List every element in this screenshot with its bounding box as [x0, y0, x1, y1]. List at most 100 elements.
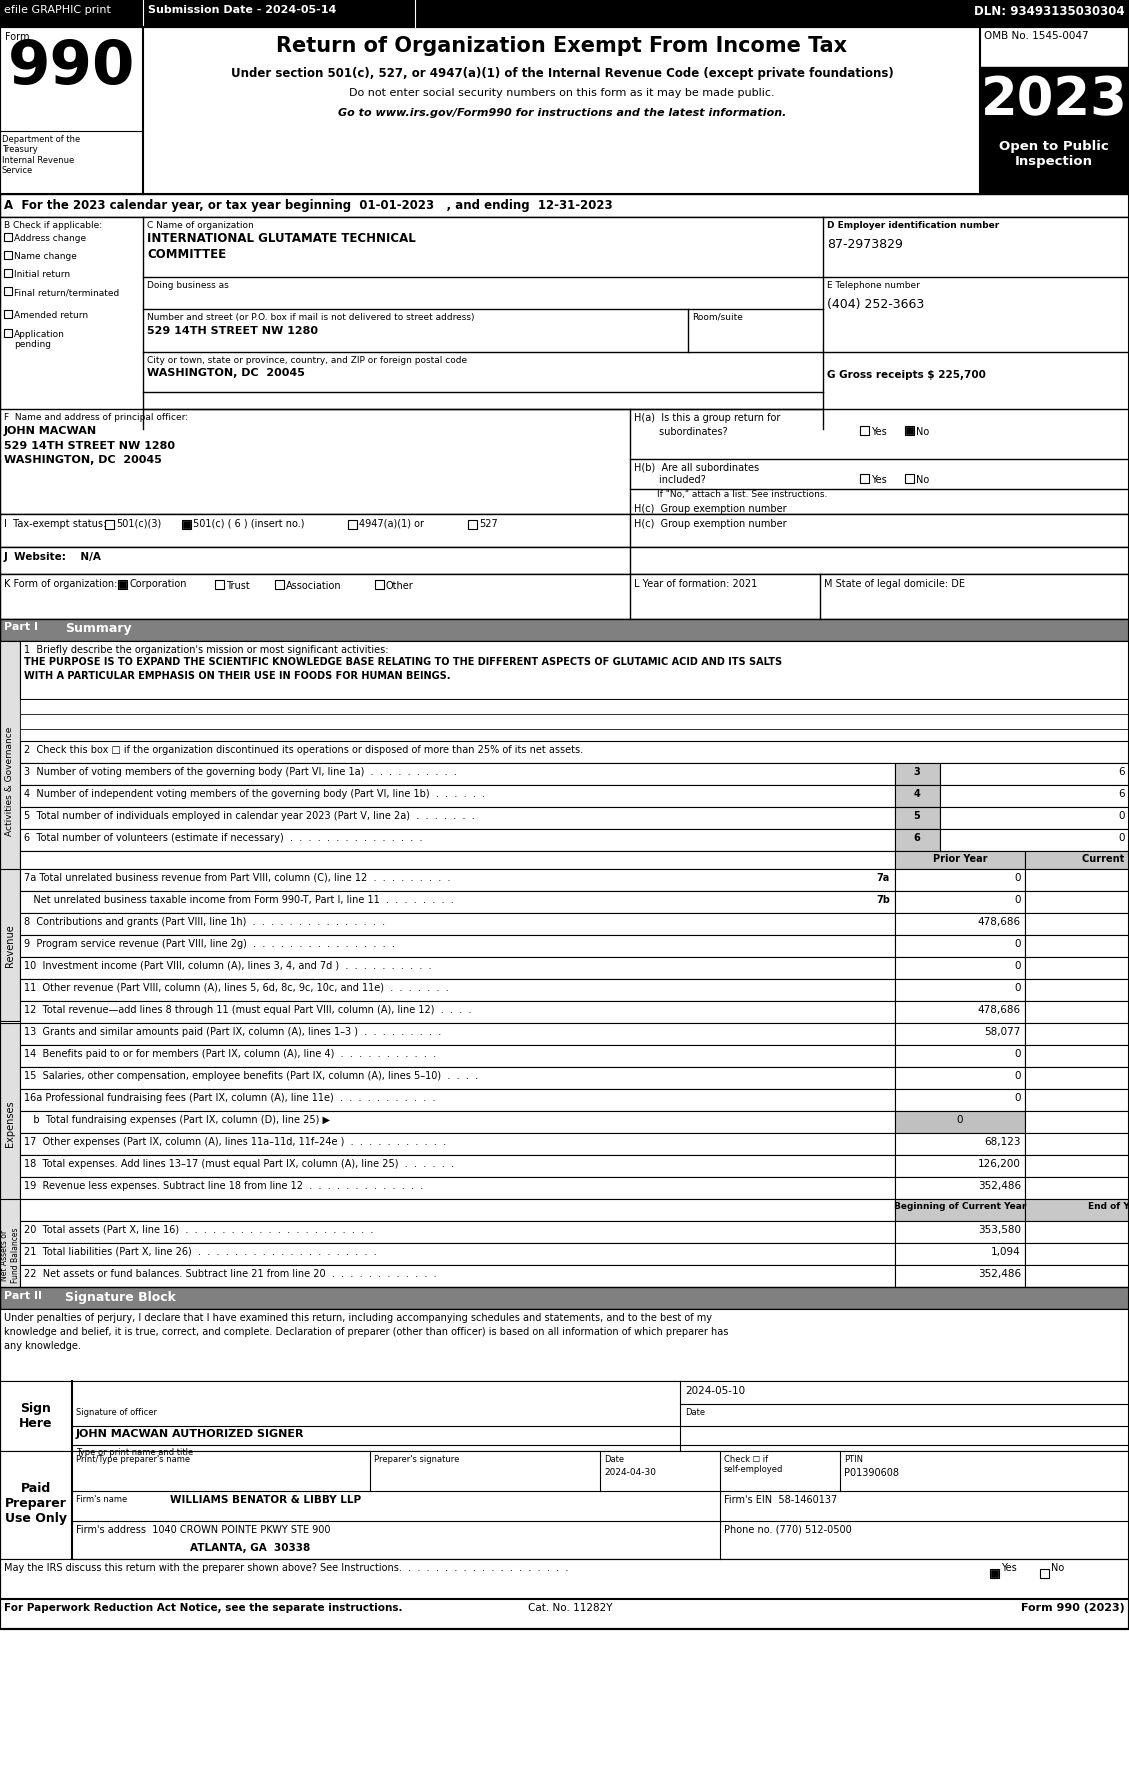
Text: 19  Revenue less expenses. Subtract line 18 from line 12  .  .  .  .  .  .  .  .: 19 Revenue less expenses. Subtract line … — [24, 1180, 423, 1190]
Text: 1,094: 1,094 — [991, 1246, 1021, 1256]
Text: 2  Check this box □ if the organization discontinued its operations or disposed : 2 Check this box □ if the organization d… — [24, 745, 583, 754]
Bar — [20, 1133, 895, 1155]
Text: 353,580: 353,580 — [978, 1224, 1021, 1235]
Bar — [1025, 936, 1129, 957]
Text: Signature of officer: Signature of officer — [76, 1408, 157, 1417]
Text: 7a: 7a — [877, 873, 890, 882]
Text: Go to www.irs.gov/Form990 for instructions and the latest information.: Go to www.irs.gov/Form990 for instructio… — [338, 109, 786, 118]
Bar — [20, 830, 895, 852]
Text: 5: 5 — [913, 811, 920, 820]
Bar — [183, 522, 190, 529]
Bar — [0, 870, 20, 1021]
Bar — [895, 891, 1025, 914]
Bar — [20, 700, 1129, 715]
Bar — [1025, 852, 1129, 870]
Text: Return of Organization Exempt From Income Tax: Return of Organization Exempt From Incom… — [277, 36, 848, 55]
Text: Summary: Summary — [65, 622, 132, 634]
Bar — [895, 830, 940, 852]
Bar — [1025, 1089, 1129, 1112]
Text: OMB No. 1545-0047: OMB No. 1545-0047 — [984, 30, 1088, 41]
Bar — [0, 29, 1129, 1629]
Bar — [20, 807, 895, 830]
Bar — [1025, 957, 1129, 980]
Text: 4: 4 — [913, 789, 920, 798]
Text: Form 990 (2023): Form 990 (2023) — [1022, 1602, 1124, 1613]
Text: WILLIAMS BENATOR & LIBBY LLP: WILLIAMS BENATOR & LIBBY LLP — [170, 1493, 361, 1504]
Bar — [20, 1001, 895, 1023]
Bar — [20, 1023, 895, 1046]
Bar — [895, 1089, 1025, 1112]
Bar — [1025, 1155, 1129, 1178]
Text: Firm's address  1040 CROWN POINTE PKWY STE 900: Firm's address 1040 CROWN POINTE PKWY ST… — [76, 1524, 331, 1534]
Text: H(a)  Is this a group return for: H(a) Is this a group return for — [634, 413, 780, 422]
Bar — [980, 132, 1129, 194]
Bar — [20, 729, 1129, 741]
Bar — [0, 410, 1129, 515]
Bar — [860, 426, 869, 437]
Bar — [0, 217, 1129, 429]
Text: Type or print name and title: Type or print name and title — [76, 1447, 193, 1456]
Text: 478,686: 478,686 — [978, 916, 1021, 927]
Bar — [0, 1310, 1129, 1381]
Bar — [895, 1199, 1025, 1221]
Text: Net Assets or
Fund Balances: Net Assets or Fund Balances — [0, 1226, 19, 1281]
Bar — [895, 1046, 1025, 1067]
Text: Activities & Governance: Activities & Governance — [6, 725, 15, 836]
Bar — [895, 807, 940, 830]
Text: 15  Salaries, other compensation, employee benefits (Part IX, column (A), lines : 15 Salaries, other compensation, employe… — [24, 1071, 478, 1080]
Bar — [20, 980, 895, 1001]
Text: Association: Association — [286, 581, 342, 590]
Text: 6: 6 — [1119, 766, 1124, 777]
Bar — [905, 426, 914, 437]
Text: Room/suite: Room/suite — [692, 314, 743, 323]
Bar — [895, 1001, 1025, 1023]
Text: PTIN: PTIN — [844, 1454, 863, 1463]
Text: DLN: 93493135030304: DLN: 93493135030304 — [974, 5, 1124, 18]
Text: Net unrelated business taxable income from Form 990-T, Part I, line 11  .  .  . : Net unrelated business taxable income fr… — [24, 895, 454, 905]
Text: H(c)  Group exemption number: H(c) Group exemption number — [634, 519, 787, 529]
Text: Preparer's signature: Preparer's signature — [374, 1454, 460, 1463]
Bar — [895, 763, 940, 786]
Text: May the IRS discuss this return with the preparer shown above? See Instructions.: May the IRS discuss this return with the… — [5, 1563, 568, 1572]
Bar — [0, 547, 1129, 574]
Text: b  Total fundraising expenses (Part IX, column (D), line 25) ▶: b Total fundraising expenses (Part IX, c… — [24, 1114, 330, 1124]
Bar — [940, 786, 1129, 807]
Text: 11  Other revenue (Part VIII, column (A), lines 5, 6d, 8c, 9c, 10c, and 11e)  . : 11 Other revenue (Part VIII, column (A),… — [24, 982, 448, 993]
Bar — [20, 1067, 895, 1089]
Bar — [1040, 1570, 1049, 1579]
Bar — [20, 1046, 895, 1067]
Bar — [895, 914, 1025, 936]
Bar — [20, 936, 895, 957]
Text: 0: 0 — [1119, 811, 1124, 820]
Text: Amended return: Amended return — [14, 310, 88, 319]
Bar — [20, 1221, 895, 1244]
Bar — [895, 870, 1025, 891]
Bar — [0, 1023, 20, 1222]
Bar — [895, 1133, 1025, 1155]
Bar — [1025, 1265, 1129, 1287]
Text: 6: 6 — [913, 832, 920, 843]
Text: 6: 6 — [1119, 789, 1124, 798]
Text: 527: 527 — [479, 519, 498, 529]
Text: If "No," attach a list. See instructions.: If "No," attach a list. See instructions… — [634, 490, 828, 499]
Text: Under penalties of perjury, I declare that I have examined this return, includin: Under penalties of perjury, I declare th… — [5, 1312, 712, 1322]
Bar — [1025, 870, 1129, 891]
Text: 16a Professional fundraising fees (Part IX, column (A), line 11e)  .  .  .  .  .: 16a Professional fundraising fees (Part … — [24, 1092, 436, 1103]
Text: 2023: 2023 — [981, 75, 1128, 127]
Bar — [895, 957, 1025, 980]
Text: JOHN MACWAN: JOHN MACWAN — [5, 426, 97, 437]
Text: included?: included? — [634, 474, 706, 485]
Text: City or town, state or province, country, and ZIP or foreign postal code: City or town, state or province, country… — [147, 356, 467, 365]
Text: 0: 0 — [1015, 960, 1021, 971]
Text: B Check if applicable:: B Check if applicable: — [5, 221, 102, 230]
Text: Under section 501(c), 527, or 4947(a)(1) of the Internal Revenue Code (except pr: Under section 501(c), 527, or 4947(a)(1)… — [230, 68, 893, 80]
Bar — [0, 620, 1129, 642]
Bar — [20, 914, 895, 936]
Text: 990: 990 — [8, 37, 135, 96]
Text: 352,486: 352,486 — [978, 1269, 1021, 1278]
Text: 0: 0 — [1015, 982, 1021, 993]
Text: Expenses: Expenses — [5, 1099, 15, 1146]
Text: Open to Public
Inspection: Open to Public Inspection — [999, 141, 1109, 168]
Text: G Gross receipts $ 225,700: G Gross receipts $ 225,700 — [828, 371, 986, 380]
Bar — [0, 1559, 1129, 1598]
